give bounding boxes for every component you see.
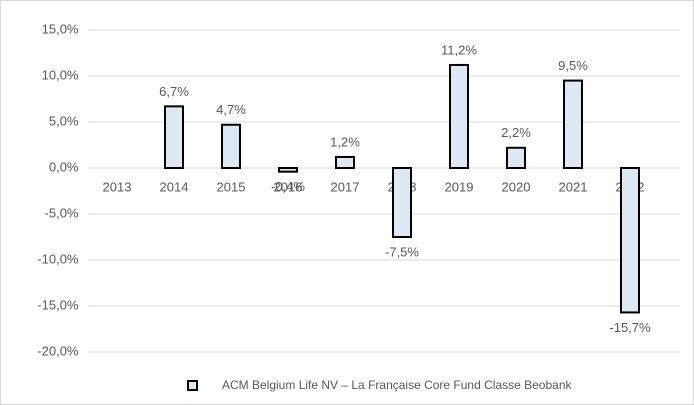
bar (164, 105, 184, 169)
y-tick-label: 0,0% (49, 159, 79, 174)
x-tick-label: 2019 (445, 179, 474, 194)
x-tick-label: 2016 (274, 179, 303, 194)
data-label: 9,5% (558, 58, 588, 73)
bar (449, 63, 469, 169)
x-tick-label: 2015 (217, 179, 246, 194)
x-tick-label: 2021 (559, 179, 588, 194)
y-tick-label: -10,0% (37, 251, 79, 266)
x-tick-label: 2020 (502, 179, 531, 194)
data-label: 1,2% (330, 134, 360, 149)
y-tick-label: 5,0% (49, 113, 79, 128)
data-label: 2,2% (501, 125, 531, 140)
x-tick-label: 2013 (103, 179, 132, 194)
data-label: -15,7% (609, 320, 651, 335)
bar (506, 146, 526, 169)
y-tick-label: -5,0% (45, 205, 79, 220)
bar (620, 167, 640, 314)
bar (335, 155, 355, 170)
y-tick-label: -20,0% (37, 343, 79, 358)
data-label: 11,2% (441, 42, 477, 57)
x-tick-label: 2014 (160, 179, 189, 194)
legend-swatch (187, 380, 198, 391)
bar (278, 167, 298, 173)
data-label: 4,7% (216, 102, 246, 117)
data-label: -7,5% (385, 244, 419, 259)
y-tick-label: -15,0% (37, 297, 79, 312)
data-label: 6,7% (159, 84, 189, 99)
legend-label: ACM Belgium Life NV – La Française Core … (222, 378, 573, 392)
x-tick-label: 2017 (331, 179, 360, 194)
y-tick-label: 15,0% (42, 21, 79, 36)
bar (392, 167, 412, 238)
data-label: -0,4% (271, 179, 305, 194)
bar (563, 79, 583, 169)
bar (221, 123, 241, 170)
y-tick-label: 10,0% (42, 67, 79, 82)
